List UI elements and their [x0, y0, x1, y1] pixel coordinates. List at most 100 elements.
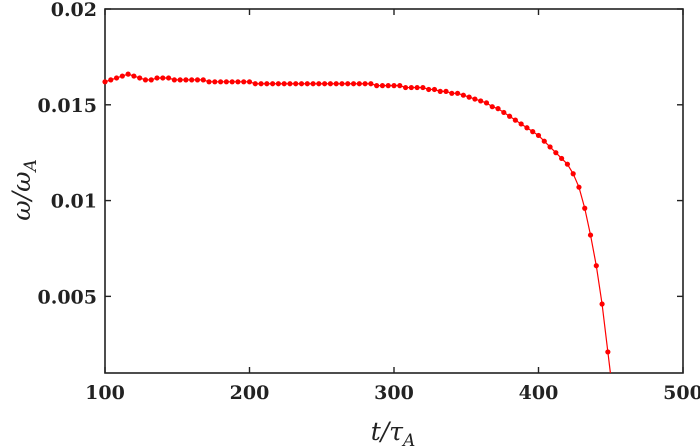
y-axis-label: ω/ωA	[7, 159, 41, 220]
data-point	[194, 77, 201, 83]
data-point	[125, 71, 131, 77]
data-point	[431, 86, 438, 93]
data-point	[298, 81, 305, 87]
data-point	[327, 81, 334, 87]
data-point	[495, 106, 501, 112]
data-point	[535, 132, 542, 139]
data-point	[275, 81, 281, 87]
x-ticks: 100 200 300 400 500	[85, 9, 700, 404]
data-point	[281, 81, 287, 87]
data-point	[408, 84, 414, 91]
plot-area	[104, 8, 684, 374]
x-tick-label: 100	[85, 382, 125, 404]
x-tick-label: 500	[663, 382, 700, 404]
data-point	[316, 81, 322, 87]
y-tick-label: 0.01	[51, 191, 97, 213]
data-point	[420, 84, 426, 91]
y-tick-label: 0.005	[38, 286, 98, 308]
data-point	[426, 86, 432, 93]
data-point	[108, 77, 114, 83]
data-point	[345, 81, 351, 87]
data-point	[524, 125, 530, 131]
data-point	[397, 83, 403, 89]
data-point	[576, 184, 582, 190]
data-point	[547, 144, 553, 150]
data-point	[339, 81, 345, 87]
data-point	[200, 77, 206, 83]
data-point	[449, 90, 455, 96]
data-point	[293, 81, 299, 87]
data-point	[137, 75, 143, 81]
x-tick-label: 400	[519, 382, 559, 404]
data-point	[322, 81, 328, 87]
data-point	[507, 113, 513, 119]
data-point	[605, 349, 611, 355]
data-point	[374, 83, 380, 89]
data-point	[252, 81, 258, 87]
y-ticks: 0.005 0.01 0.015 0.02	[38, 0, 683, 308]
data-point	[570, 171, 576, 177]
data-point	[258, 81, 264, 87]
data-point	[414, 84, 420, 91]
data-point	[362, 81, 368, 87]
data-point	[287, 81, 293, 87]
data-point	[171, 77, 177, 83]
data-point	[460, 92, 466, 98]
data-point	[229, 79, 235, 85]
data-point	[119, 73, 125, 79]
data-point	[154, 75, 160, 81]
y-tick-label: 0.015	[38, 95, 98, 117]
data-point	[391, 83, 397, 89]
series-group	[102, 71, 611, 374]
plot-frame	[104, 8, 684, 374]
data-point	[264, 81, 270, 87]
data-point	[582, 205, 588, 211]
data-point	[483, 100, 490, 106]
data-point	[350, 81, 357, 87]
data-point	[368, 81, 374, 87]
data-point	[218, 79, 224, 85]
data-point	[212, 79, 218, 85]
data-point	[356, 81, 362, 87]
data-point	[223, 79, 229, 85]
data-point	[593, 263, 599, 269]
data-point	[246, 79, 253, 85]
data-point	[599, 301, 605, 307]
data-point	[165, 75, 172, 81]
data-point	[241, 79, 247, 85]
data-point	[148, 77, 154, 83]
data-point	[530, 129, 536, 135]
x-tick-label: 300	[374, 382, 414, 404]
data-point	[437, 88, 443, 94]
data-point	[183, 77, 189, 83]
data-point	[177, 77, 183, 83]
data-point	[454, 90, 461, 96]
data-point	[559, 155, 565, 162]
data-point	[478, 98, 484, 104]
data-point	[466, 94, 472, 100]
data-point	[160, 75, 166, 81]
data-point	[142, 77, 149, 83]
data-point	[443, 88, 449, 94]
data-point	[379, 83, 386, 89]
data-point	[333, 81, 339, 87]
x-tick-label: 200	[230, 382, 270, 404]
data-point	[541, 138, 547, 144]
data-point	[270, 81, 276, 87]
data-point	[553, 150, 559, 156]
data-point	[304, 81, 310, 87]
data-point	[385, 83, 391, 89]
data-point	[489, 104, 495, 110]
data-point	[472, 96, 478, 102]
data-point	[131, 73, 137, 79]
data-point	[310, 81, 316, 87]
data-point	[402, 84, 409, 91]
data-point	[518, 121, 524, 127]
data-point	[102, 79, 108, 85]
data-point	[512, 117, 518, 123]
y-tick-label: 0.02	[51, 0, 97, 21]
data-point	[587, 232, 594, 238]
data-point	[564, 161, 571, 167]
data-point	[235, 79, 241, 85]
